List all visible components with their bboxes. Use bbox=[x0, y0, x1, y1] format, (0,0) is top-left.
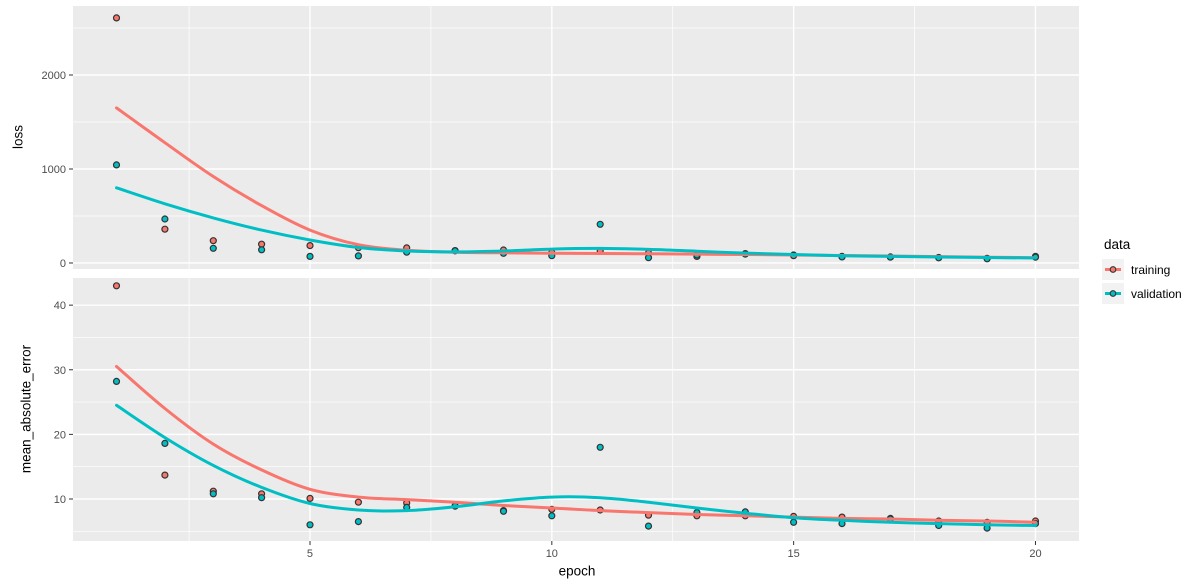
data-point-validation bbox=[306, 252, 314, 260]
data-point-validation bbox=[596, 443, 604, 451]
legend-label-training: training bbox=[1131, 262, 1171, 277]
data-point-training bbox=[306, 242, 314, 250]
data-point-validation bbox=[112, 161, 121, 169]
data-point-training bbox=[112, 282, 121, 290]
y-tick-label: 10 bbox=[54, 494, 66, 506]
panel-background bbox=[73, 6, 1079, 269]
data-point-validation bbox=[499, 507, 508, 515]
data-point-training bbox=[112, 14, 121, 22]
y-tick-label: 0 bbox=[60, 258, 66, 270]
y-tick-label: 1000 bbox=[42, 164, 66, 176]
data-point-validation bbox=[644, 522, 653, 530]
panel-background bbox=[73, 278, 1079, 541]
data-point-validation bbox=[789, 518, 798, 526]
data-point-validation bbox=[354, 517, 362, 526]
legend-item-validation: validation bbox=[1102, 283, 1182, 304]
y-tick-label: 20 bbox=[54, 429, 66, 441]
y-axis-title-loss: loss bbox=[10, 124, 26, 150]
legend-title: data bbox=[1104, 237, 1131, 252]
x-tick-label: 10 bbox=[546, 548, 558, 560]
data-point-training bbox=[306, 494, 314, 502]
data-point-validation bbox=[644, 254, 653, 262]
data-point-validation bbox=[548, 512, 556, 520]
legend: data training validation bbox=[1102, 237, 1182, 307]
legend-item-training: training bbox=[1102, 259, 1182, 280]
data-point-validation bbox=[209, 244, 217, 252]
smooth-line-validation bbox=[115, 403, 1037, 527]
validation-key-glyph-icon bbox=[1105, 290, 1121, 297]
data-point-validation bbox=[112, 377, 121, 385]
legend-key-validation-icon bbox=[1102, 283, 1124, 304]
data-point-validation bbox=[354, 252, 362, 260]
y-tick-label: 2000 bbox=[42, 70, 66, 82]
data-point-training bbox=[161, 471, 169, 479]
legend-key-training-icon bbox=[1102, 259, 1124, 280]
x-tick-label: 15 bbox=[788, 548, 800, 560]
data-point-validation bbox=[258, 494, 266, 502]
data-point-training bbox=[161, 225, 169, 233]
training-key-glyph-icon bbox=[1105, 266, 1121, 273]
y-axis-title-mean-absolute-error: mean_absolute_error bbox=[18, 344, 34, 474]
data-point-validation bbox=[596, 220, 604, 228]
data-point-training bbox=[354, 498, 362, 506]
y-tick-label: 30 bbox=[54, 365, 66, 377]
x-axis-title-epoch: epoch bbox=[558, 563, 596, 579]
legend-label-validation: validation bbox=[1131, 286, 1182, 301]
data-point-validation bbox=[258, 246, 266, 254]
smooth-line-validation bbox=[115, 186, 1037, 260]
smooth-line-training bbox=[115, 365, 1037, 524]
data-point-validation bbox=[161, 215, 169, 223]
data-point-validation bbox=[306, 521, 314, 529]
y-tick-label: 40 bbox=[54, 300, 66, 312]
x-tick-label: 20 bbox=[1029, 548, 1041, 560]
data-point-validation bbox=[209, 490, 217, 498]
data-point-validation bbox=[161, 439, 169, 447]
x-tick-label: 5 bbox=[307, 548, 313, 560]
data-point-training bbox=[209, 237, 217, 245]
